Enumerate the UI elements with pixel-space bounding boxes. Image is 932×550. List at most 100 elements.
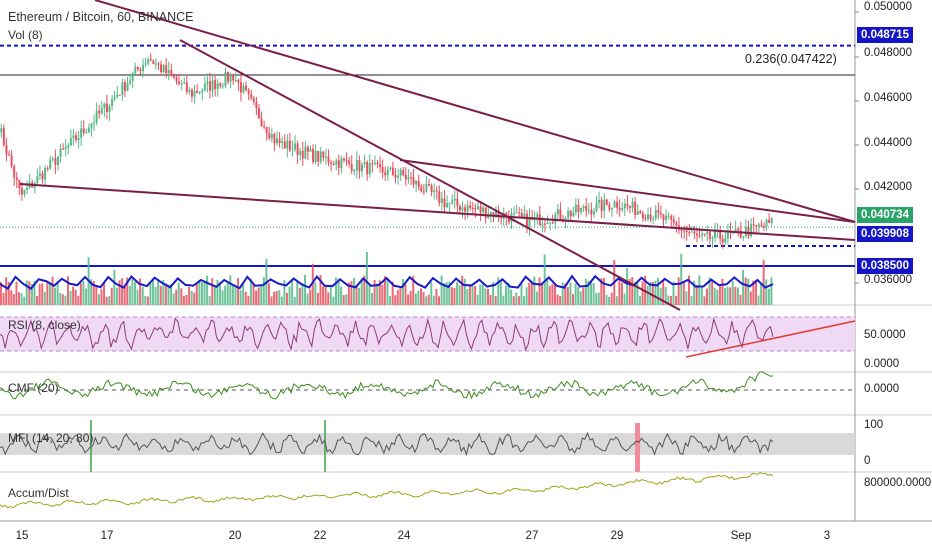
- volume-bar: [340, 286, 343, 305]
- volume-bar: [118, 280, 121, 305]
- volume-bar: [180, 288, 183, 305]
- volume-bar: [636, 280, 639, 305]
- volume-bar: [597, 292, 600, 305]
- candle-body: [291, 149, 294, 151]
- volume-bar: [587, 280, 590, 305]
- candle-body: [239, 82, 242, 93]
- volume-bar: [610, 292, 613, 305]
- volume-bar: [450, 287, 453, 305]
- candle-body: [273, 133, 276, 144]
- volume-bar: [64, 295, 67, 305]
- volume-bar: [154, 286, 157, 305]
- candle-body: [299, 150, 302, 155]
- candle-body: [312, 148, 315, 163]
- candle-body: [167, 69, 170, 74]
- volume-bar: [409, 290, 412, 305]
- candle-body: [430, 185, 433, 193]
- candle-body: [482, 207, 485, 213]
- volume-bar: [252, 283, 255, 305]
- volume-bar: [718, 286, 721, 305]
- volume-bar: [90, 279, 93, 305]
- candle-body: [616, 201, 619, 208]
- candle-body: [762, 226, 765, 228]
- volume-bar: [448, 281, 451, 305]
- volume-bar: [383, 276, 386, 305]
- volume-bar: [556, 294, 559, 305]
- candle-body: [556, 209, 559, 215]
- volume-bar: [525, 287, 528, 305]
- candle-body: [711, 238, 714, 240]
- volume-bar: [605, 294, 608, 305]
- candle-body: [760, 224, 763, 227]
- candle-body: [453, 198, 456, 201]
- candle-body: [268, 133, 271, 139]
- candle-body: [111, 99, 114, 106]
- candle-body: [211, 80, 214, 91]
- candle-body: [193, 90, 196, 97]
- volume-bar: [72, 286, 75, 305]
- candle-body: [54, 158, 57, 166]
- volume-bar: [561, 282, 564, 305]
- candle-body: [683, 230, 686, 232]
- volume-bar: [657, 277, 660, 305]
- x-tick-27: 27: [525, 530, 539, 542]
- volume-bar: [399, 288, 402, 305]
- volume-bar: [262, 277, 265, 305]
- volume-bar: [275, 291, 278, 305]
- candle-body: [306, 146, 309, 152]
- candle-body: [46, 168, 49, 170]
- volume-bar: [453, 288, 456, 305]
- candle-body: [67, 145, 70, 148]
- candle-body: [701, 233, 704, 236]
- volume-bar: [365, 251, 368, 305]
- volume-bar: [677, 277, 680, 305]
- volume-bar: [293, 296, 296, 305]
- x-tick-22: 22: [313, 530, 327, 542]
- candle-body: [672, 219, 675, 223]
- volume-bar: [695, 284, 698, 305]
- candle-body: [536, 214, 539, 218]
- candle-body: [489, 212, 492, 215]
- candle-body: [546, 222, 549, 224]
- volume-bar: [334, 277, 337, 305]
- candle-body: [121, 82, 124, 95]
- candle-body: [564, 217, 567, 220]
- volume-bar: [41, 283, 44, 305]
- volume-bar: [466, 289, 469, 305]
- volume-bar: [468, 284, 471, 305]
- candle-body: [113, 96, 116, 100]
- candle-body: [288, 140, 291, 151]
- candle-body: [18, 179, 21, 189]
- volume-bar: [546, 277, 549, 305]
- volume-bar: [237, 278, 240, 305]
- volume-bar: [113, 269, 116, 305]
- volume-bar: [752, 280, 755, 305]
- candle-body: [75, 135, 77, 141]
- volume-bar: [378, 280, 381, 305]
- volume-bar: [765, 279, 768, 305]
- volume-bar: [100, 289, 103, 305]
- volume-bar: [131, 279, 134, 305]
- volume-bar: [734, 286, 737, 305]
- volume-bar: [167, 284, 170, 305]
- candle-body: [770, 218, 773, 224]
- candle-body: [582, 206, 585, 208]
- volume-bar: [667, 295, 670, 305]
- candle-body: [476, 206, 479, 210]
- candle-body: [440, 198, 443, 203]
- volume-bar: [762, 259, 765, 305]
- candle-body: [721, 238, 724, 243]
- candle-body: [44, 168, 47, 180]
- volume-bar: [543, 254, 546, 305]
- volume-bar: [146, 296, 149, 305]
- candle-body: [366, 161, 369, 175]
- volume-bar: [492, 282, 495, 305]
- candle-body: [608, 204, 611, 210]
- volume-bar: [535, 291, 538, 305]
- candle-body: [139, 69, 142, 72]
- candle-body: [708, 231, 711, 240]
- price-tick-3: 0.046000: [864, 92, 912, 104]
- candle-body: [538, 214, 541, 226]
- volume-bar: [115, 287, 118, 305]
